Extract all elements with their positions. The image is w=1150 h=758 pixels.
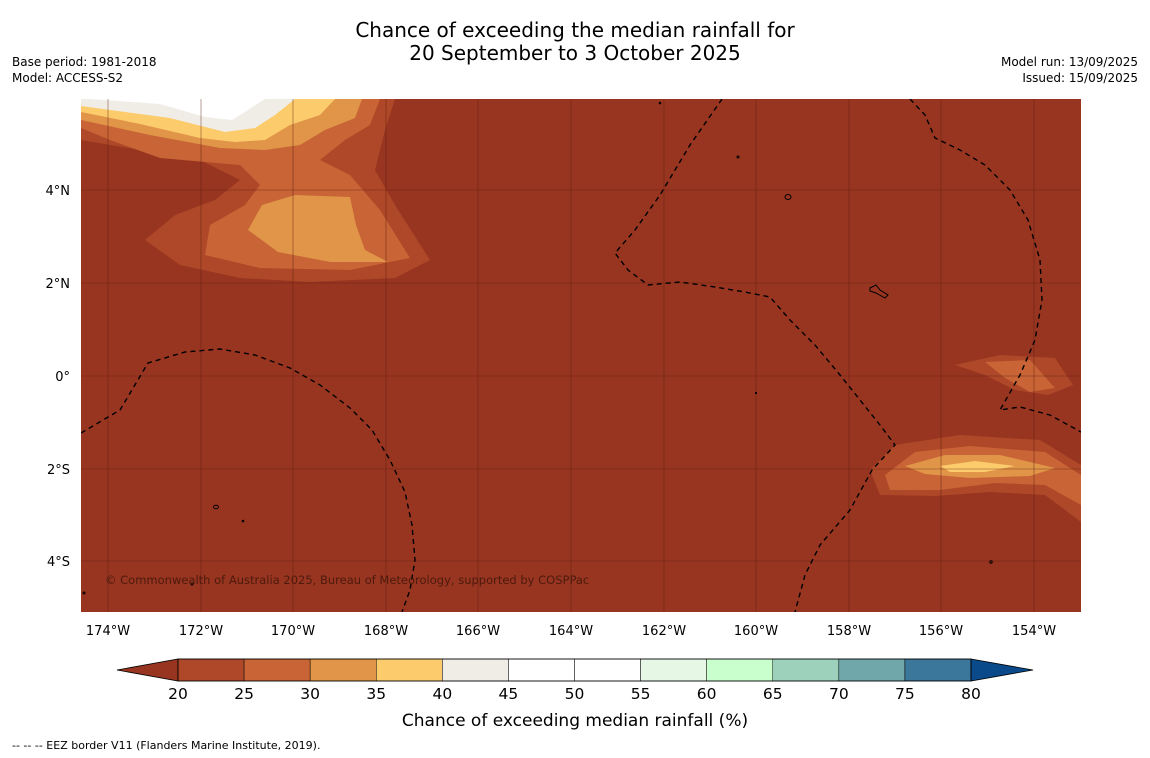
lon-label-154w: 154°W (1012, 624, 1056, 639)
lon-label-168w: 168°W (364, 624, 408, 639)
meta-left: Base period: 1981-2018 Model: ACCESS-S2 (12, 54, 157, 86)
island-e (658, 101, 662, 105)
lon-axis: 174°W 172°W 170°W 168°W 166°W 164°W 162°… (86, 624, 1056, 639)
colorbar-bin (772, 658, 840, 682)
colorbar-bin (177, 658, 245, 682)
issued-date: Issued: 15/09/2025 (1022, 71, 1138, 85)
lon-label-170w: 170°W (271, 624, 315, 639)
colorbar-bin (838, 658, 906, 682)
island-f (736, 155, 740, 159)
model-name: Model: ACCESS-S2 (12, 71, 124, 85)
island-a (784, 194, 792, 200)
contour-35-south (248, 195, 388, 262)
colorbar-tick-label: 80 (961, 685, 981, 703)
island-j (190, 582, 194, 586)
lat-label-0: 0° (55, 370, 70, 385)
meta-right: Model run: 13/09/2025 Issued: 15/09/2025 (1001, 54, 1138, 86)
island-c (213, 504, 219, 510)
eez-border-central (614, 99, 896, 612)
colorbar-tick-label: 30 (300, 685, 320, 703)
colorbar-bin (640, 658, 707, 682)
map-title-line1: Chance of exceeding the median rainfall … (355, 18, 795, 42)
island-g (754, 391, 758, 395)
colorbar-tick-label: 75 (895, 685, 915, 703)
lon-label-174w: 174°W (86, 624, 130, 639)
eez-border-east (909, 99, 1081, 433)
colorbar-tick-label: 70 (829, 685, 849, 703)
lon-label-162w: 162°W (642, 624, 686, 639)
eez-borders (81, 99, 1081, 612)
lon-label-172w: 172°W (179, 624, 223, 639)
colorbar-ticks: 20 25 30 35 40 45 50 55 60 65 70 75 80 (168, 685, 981, 703)
contour-50 (90, 99, 265, 120)
colorbar-tick-label: 20 (168, 685, 188, 703)
colorbar-tick-label: 65 (763, 685, 783, 703)
lat-label-2s: 2°S (47, 463, 70, 478)
map-gridlines (81, 99, 1081, 612)
lon-label-164w: 164°W (549, 624, 593, 639)
lon-label-166w: 166°W (456, 624, 500, 639)
map-background (81, 99, 1081, 612)
contour-region-northwest (81, 99, 430, 282)
island-d (241, 519, 245, 523)
base-period: Base period: 1981-2018 (12, 55, 157, 69)
colorbar-bin (508, 658, 575, 682)
colorbar-under-arrow (116, 658, 179, 682)
colorbar-bin (574, 658, 641, 682)
colorbar-bin (442, 658, 509, 682)
lat-label-2n: 2°N (46, 277, 71, 292)
map-title-line2: 20 September to 3 October 2025 (409, 41, 741, 65)
colorbar-label: Chance of exceeding median rainfall (%) (402, 711, 748, 731)
colorbar-bin (243, 658, 311, 682)
colorbar-bin (706, 658, 774, 682)
colorbar-tick-label: 40 (432, 685, 452, 703)
colorbar-bins (177, 658, 972, 682)
colorbar: 20 25 30 35 40 45 50 55 60 65 70 75 80 Chance of exc… (116, 658, 1034, 731)
lat-axis: 4°N 2°N 0° 2°S 4°S (46, 184, 71, 570)
map-plot-area: © Commonwealth of Australia 2025, Bureau… (81, 99, 1081, 612)
colorbar-tick-label: 55 (631, 685, 651, 703)
colorbar-tick-label: 45 (499, 685, 519, 703)
eez-border-west (81, 348, 416, 612)
lat-label-4s: 4°S (47, 555, 70, 570)
map-title: Chance of exceeding the median rainfall … (0, 19, 1150, 65)
island-i (82, 591, 86, 595)
lon-label-160w: 160°W (734, 624, 778, 639)
colorbar-tick-label: 60 (697, 685, 717, 703)
lon-label-156w: 156°W (919, 624, 963, 639)
colorbar-over-arrow (970, 658, 1034, 682)
map-copyright: © Commonwealth of Australia 2025, Bureau… (105, 573, 589, 587)
colorbar-frame (177, 658, 972, 682)
colorbar-tick-label: 35 (366, 685, 386, 703)
island-h (989, 560, 993, 564)
model-run: Model run: 13/09/2025 (1000, 55, 1138, 69)
colorbar-tick-label: 50 (565, 685, 585, 703)
lon-label-158w: 158°W (827, 624, 871, 639)
island-b (869, 284, 889, 299)
islands (82, 101, 993, 595)
colorbar-bin (309, 658, 377, 682)
colorbar-tick-label: 25 (234, 685, 254, 703)
lat-label-4n: 4°N (46, 184, 71, 199)
colorbar-bin (904, 658, 972, 682)
eez-footnote: -- -- -- EEZ border V11 (Flanders Marine… (12, 739, 321, 752)
colorbar-bin (376, 658, 443, 682)
